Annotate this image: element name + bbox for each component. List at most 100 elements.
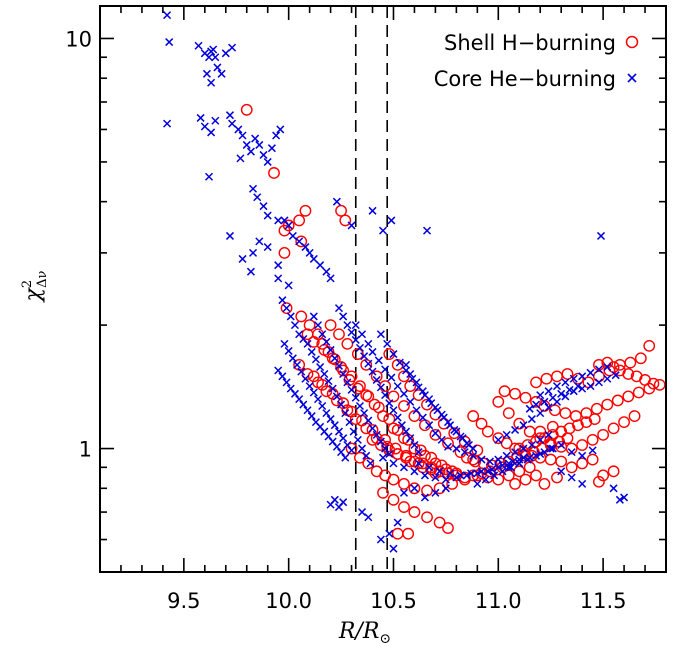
data-point-cross [387,373,396,382]
data-point-cross [255,237,264,246]
data-point-cross [358,444,367,453]
data-point-cross [372,375,381,384]
data-point-cross [565,385,574,394]
data-point-cross [368,424,377,433]
data-point-cross [297,367,306,376]
data-point-cross [502,451,511,460]
data-point-cross [221,49,230,58]
data-point-cross [272,131,281,140]
data-point-cross [332,197,341,206]
data-point-circle [519,473,532,486]
data-point-cross [506,463,515,472]
data-point-circle [601,398,614,411]
data-point-circle [391,424,404,436]
data-point-cross [330,495,339,504]
data-point-cross [282,304,291,313]
data-point-cross [385,399,394,408]
legend-label-core: Core He−burning [434,67,616,91]
data-point-cross [536,449,545,459]
data-point-circle [345,442,358,455]
data-point-circle [513,465,526,478]
data-point-circle [576,457,589,470]
data-point-cross [525,404,534,413]
data-point-cross [211,53,220,62]
data-point-circle [588,413,601,425]
data-point-cross [557,389,566,398]
data-point-circle [565,461,578,474]
data-point-cross [301,374,310,383]
data-point-cross [406,369,415,379]
data-point-cross [200,122,209,131]
data-point-cross [536,435,545,444]
data-point-cross [410,440,419,450]
data-point-cross [567,473,576,482]
data-point-cross [531,400,541,409]
data-point-cross [204,53,214,62]
data-point-cross [508,457,518,466]
data-point-cross [234,125,243,134]
data-point-circle [391,527,404,540]
plot-frame [99,5,667,573]
data-point-circle [337,397,350,410]
data-point-cross [341,453,350,462]
data-point-circle [530,376,542,389]
data-markers [163,11,666,553]
data-point-cross [259,202,268,211]
data-point-cross [437,410,446,419]
data-point-cross [246,267,255,276]
data-point-cross [337,400,346,409]
data-point-cross [609,484,618,493]
data-point-cross [318,401,327,411]
data-point-cross [251,134,260,143]
data-point-cross [381,444,390,453]
data-point-cross [217,69,226,78]
data-point-circle [240,103,253,116]
data-point-cross [552,382,562,391]
data-point-circle [442,437,454,450]
data-point-circle [551,471,563,484]
data-point-cross [410,467,419,476]
data-point-cross [328,384,337,393]
data-point-cross [446,469,455,478]
data-point-circle [425,451,438,464]
data-point-cross [494,455,503,464]
data-point-cross [487,465,497,474]
data-point-cross [544,387,553,396]
data-point-cross [389,350,398,359]
data-point-cross [378,226,388,235]
data-point-cross [376,535,385,544]
data-point-cross [332,392,341,401]
data-point-circle [492,395,505,408]
data-point-cross [284,281,293,290]
data-point-cross [339,434,348,443]
data-point-cross [431,403,440,412]
data-point-cross [274,261,283,270]
data-point-cross [389,544,398,553]
data-point-cross [295,395,304,404]
data-point-circle [647,377,660,390]
data-point-cross [238,254,247,263]
data-point-cross [324,377,333,386]
data-point-cross [502,430,511,439]
data-point-cross [339,312,348,321]
data-point-cross [330,421,339,430]
data-point-cross [280,339,289,348]
data-point-cross [305,248,314,257]
data-point-cross [242,140,251,149]
data-point-circle [597,469,610,482]
data-point-circle [316,378,329,391]
data-point-circle [387,390,400,403]
data-point-circle [580,407,593,420]
data-point-cross [420,471,429,480]
data-point-cross [213,63,222,72]
data-point-cross [337,448,346,457]
data-point-cross [309,388,318,397]
data-point-cross [393,413,402,422]
data-point-cross [326,274,335,283]
data-point-cross [290,321,299,330]
data-point-cross [326,415,335,424]
data-point-circle [398,400,410,412]
data-point-cross [536,409,545,418]
data-point-circle [481,425,494,438]
